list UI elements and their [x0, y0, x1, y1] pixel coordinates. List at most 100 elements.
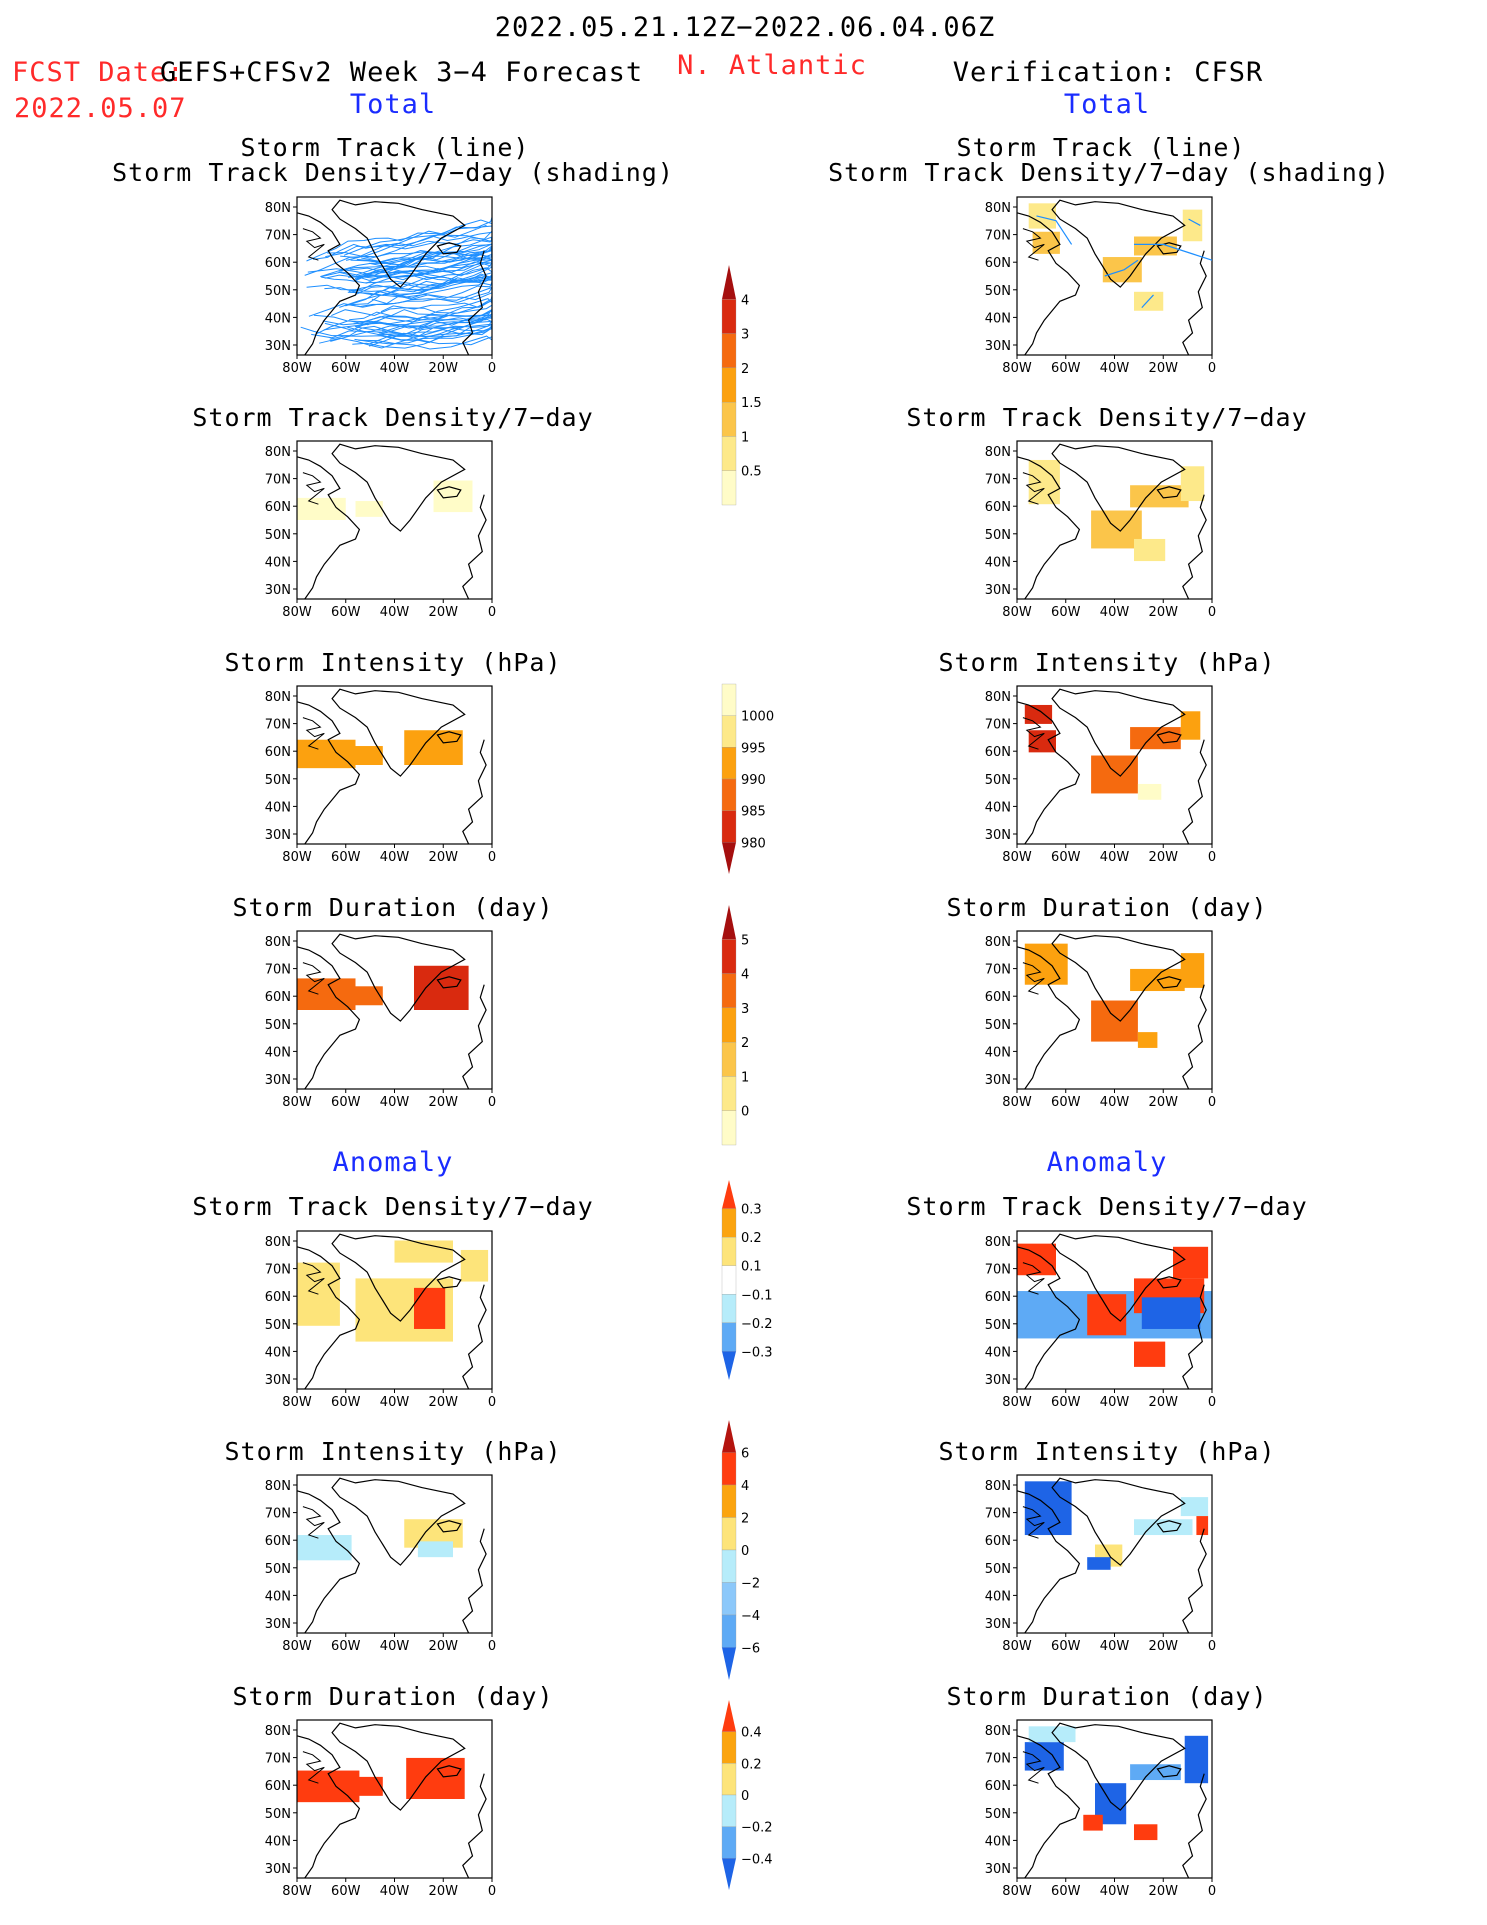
y-tick-label: 30N — [265, 1373, 291, 1388]
colorbar-label: 4 — [741, 1479, 749, 1494]
europe-coastline — [462, 250, 487, 356]
north-america-coastline — [296, 1490, 361, 1634]
colorbar-swatch — [721, 1007, 737, 1043]
y-tick-label: 50N — [265, 1018, 291, 1033]
shade-cell — [1196, 1516, 1209, 1536]
colorbar-swatch — [721, 1794, 737, 1827]
greenland-coastline — [1051, 199, 1186, 288]
colorbar-swatch — [721, 1826, 737, 1859]
greenland-coastline — [331, 443, 466, 532]
map-panel-l5: 80N 70N 60N 50N 40N 30N 80W 60W 40W 20W 0 — [265, 1230, 496, 1410]
storm-track-line — [329, 335, 493, 346]
colorbar-label: −0.1 — [741, 1288, 773, 1303]
y-tick-label: 50N — [985, 528, 1011, 543]
x-tick-label: 60W — [1051, 1639, 1081, 1654]
y-tick-label: 80N — [265, 1235, 291, 1250]
x-tick-label: 40W — [1100, 850, 1130, 865]
colorbar-arrow-top — [722, 1180, 736, 1209]
x-tick-label: 80W — [282, 1639, 312, 1654]
panel-title-l1a: Storm Track (line) — [240, 133, 530, 162]
colorbar-label: 0.5 — [741, 465, 762, 480]
y-tick-label: 50N — [985, 1018, 1011, 1033]
x-tick-label: 60W — [1051, 1095, 1081, 1110]
north-america-coastline — [1016, 1490, 1081, 1634]
observed-track-line — [1036, 215, 1073, 245]
north-america-coastline — [1016, 1246, 1081, 1390]
europe-coastline — [462, 739, 487, 845]
x-tick-label: 40W — [380, 361, 410, 376]
y-tick-label: 80N — [985, 1724, 1011, 1739]
x-tick-label: 0 — [488, 1639, 496, 1654]
colorbar-swatch — [721, 810, 737, 843]
panel-title-r5: Storm Track Density/7−day — [906, 1192, 1308, 1221]
x-tick-label: 20W — [429, 1395, 459, 1410]
shade-cell — [1083, 1814, 1103, 1831]
archipelago-coastline — [302, 472, 325, 505]
y-tick-label: 60N — [985, 500, 1011, 515]
storm-track-line — [323, 314, 493, 331]
iceland-coastline — [1156, 1765, 1182, 1778]
right-total-label: Total — [1063, 89, 1151, 120]
y-tick-label: 30N — [265, 583, 291, 598]
colorbar-swatch — [721, 1208, 737, 1238]
x-tick-label: 20W — [1149, 1639, 1179, 1654]
y-tick-label: 30N — [985, 828, 1011, 843]
colorbar-label: 1 — [741, 1070, 749, 1085]
x-tick-label: 0 — [1208, 1639, 1216, 1654]
y-tick-label: 30N — [265, 339, 291, 354]
y-tick-label: 70N — [985, 1752, 1011, 1767]
greenland-coastline — [331, 688, 466, 777]
colorbar-arrow-bottom — [722, 1351, 736, 1380]
colorbar-label: 0.1 — [741, 1260, 762, 1275]
shade-cell — [1134, 1824, 1158, 1841]
colorbar-label: −0.2 — [741, 1317, 773, 1332]
y-tick-label: 30N — [265, 828, 291, 843]
x-tick-label: 80W — [282, 1095, 312, 1110]
y-tick-label: 30N — [985, 1373, 1011, 1388]
colorbar-swatch — [721, 333, 737, 369]
colorbar-label: 0 — [741, 1105, 749, 1120]
x-tick-label: 20W — [429, 1095, 459, 1110]
y-tick-label: 40N — [985, 1589, 1011, 1604]
colorbar-label: 6 — [741, 1447, 749, 1462]
shade-cell — [1134, 236, 1177, 256]
shade-cell — [1134, 1519, 1193, 1536]
shade-cell — [297, 1262, 340, 1326]
y-tick-label: 80N — [265, 201, 291, 216]
colorbar-label: −0.4 — [741, 1852, 773, 1867]
y-tick-label: 80N — [265, 1724, 291, 1739]
panel-title-r6: Storm Intensity (hPa) — [938, 1437, 1276, 1466]
y-tick-label: 70N — [985, 229, 1011, 244]
y-tick-label: 70N — [265, 1507, 291, 1522]
colorbar-swatch — [721, 1484, 737, 1518]
greenland-coastline — [331, 199, 466, 288]
y-tick-label: 30N — [985, 1073, 1011, 1088]
archipelago-coastline — [302, 717, 325, 750]
colorbar-label: 1.5 — [741, 396, 762, 411]
y-tick-label: 40N — [265, 1045, 291, 1060]
map-panel-l2: 80N 70N 60N 50N 40N 30N 80W 60W 40W 20W 0 — [265, 440, 496, 620]
x-tick-label: 20W — [429, 605, 459, 620]
panel-title-r2: Storm Track Density/7−day — [906, 403, 1308, 432]
archipelago-coastline — [1022, 1751, 1045, 1784]
colorbar-swatch — [721, 715, 737, 748]
iceland-coastline — [1156, 1520, 1182, 1533]
x-tick-label: 40W — [1100, 1395, 1130, 1410]
shade-cell — [355, 986, 383, 1006]
colorbar-label: 4 — [741, 293, 749, 308]
y-tick-label: 50N — [265, 284, 291, 299]
colorbar-label: 0.3 — [741, 1203, 762, 1218]
colorbar-label: 0 — [741, 1789, 749, 1804]
y-tick-label: 50N — [265, 1807, 291, 1822]
right-anomaly-label: Anomaly — [1046, 1147, 1168, 1178]
model-label: GEFS+CFSv2 Week 3−4 Forecast — [160, 57, 644, 88]
north-america-coastline — [296, 456, 361, 600]
north-america-coastline — [296, 1246, 361, 1390]
north-america-coastline — [296, 212, 361, 356]
y-tick-label: 70N — [265, 229, 291, 244]
x-tick-label: 20W — [1149, 361, 1179, 376]
storm-track-line — [324, 310, 493, 331]
x-tick-label: 0 — [1208, 605, 1216, 620]
x-tick-label: 60W — [1051, 605, 1081, 620]
archipelago-coastline — [1022, 472, 1045, 505]
